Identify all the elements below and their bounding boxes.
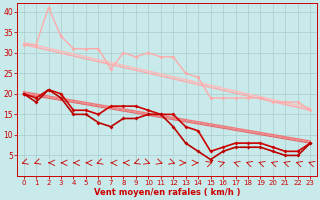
X-axis label: Vent moyen/en rafales ( km/h ): Vent moyen/en rafales ( km/h ) bbox=[94, 188, 240, 197]
